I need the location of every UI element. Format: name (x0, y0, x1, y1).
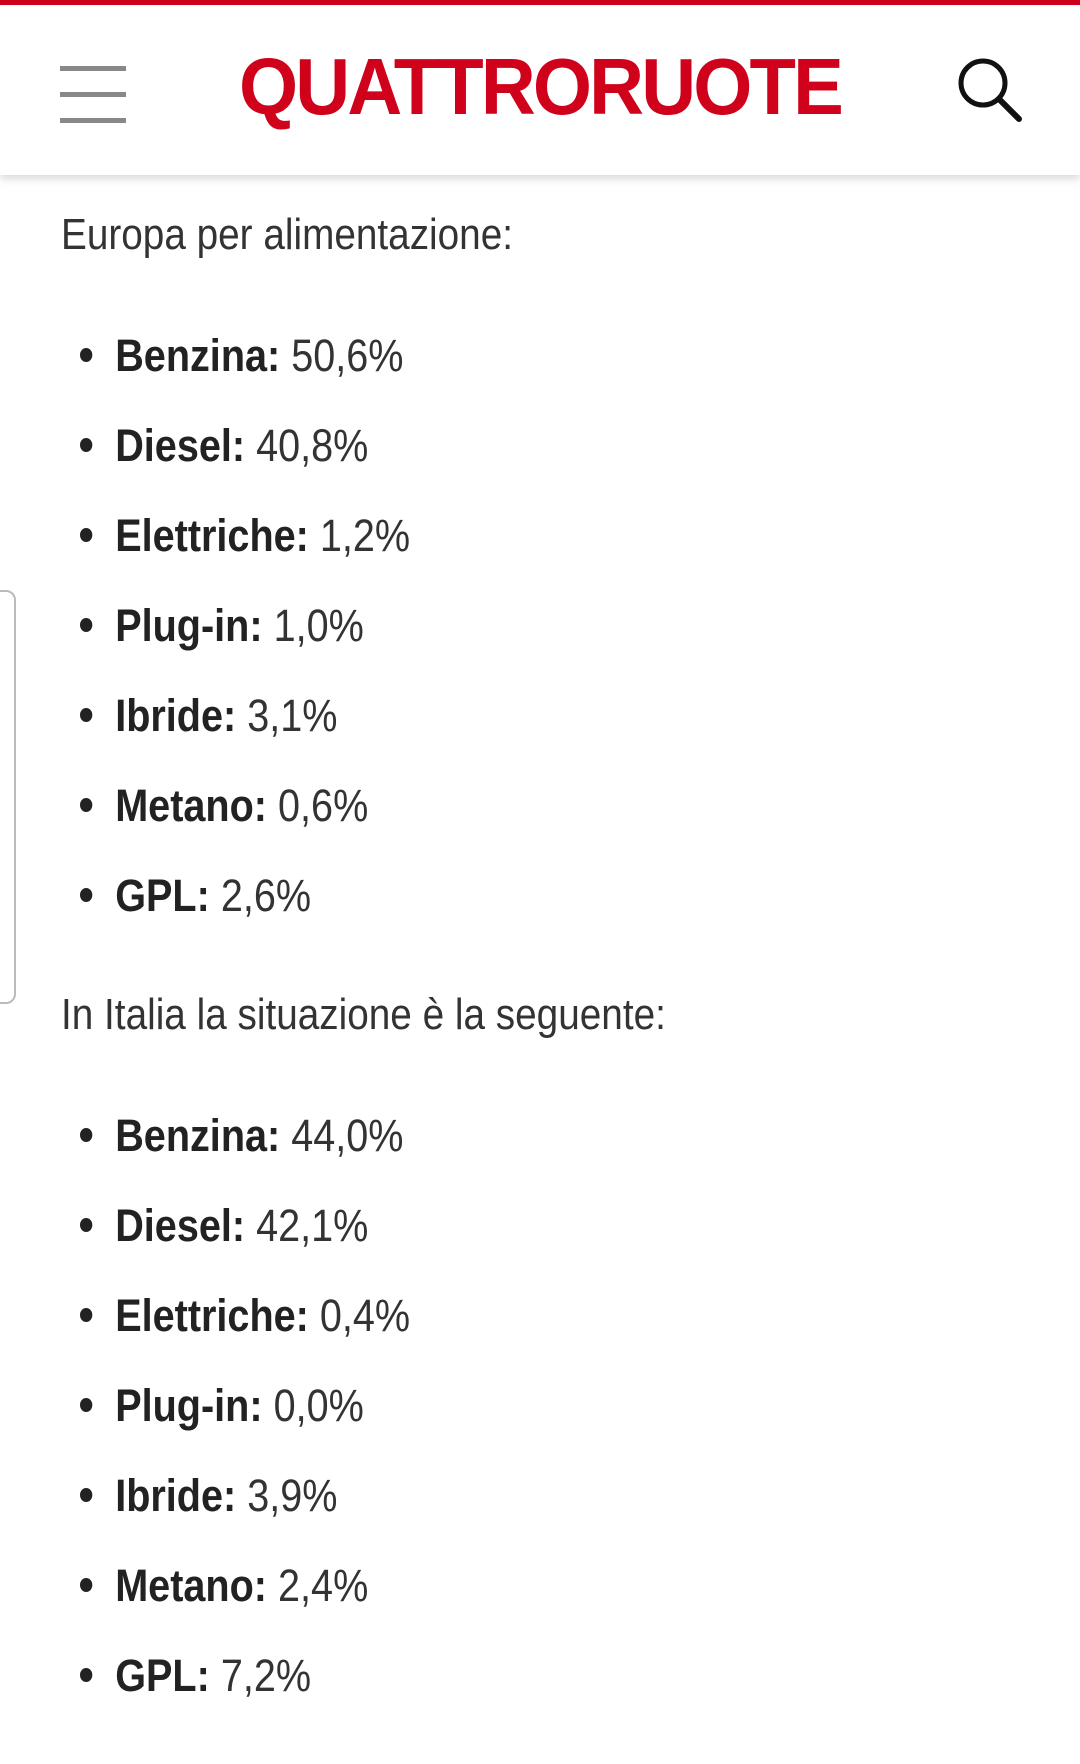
logo[interactable]: QUATTRORUOTE (239, 42, 844, 131)
item-label: Metano: (115, 780, 267, 831)
menu-icon[interactable] (58, 60, 138, 130)
item-label: Plug-in: (115, 1380, 263, 1431)
bullet (80, 618, 93, 633)
search-icon[interactable] (955, 55, 1025, 125)
bullet (80, 798, 93, 813)
list-item: Metano: 0,6% (80, 780, 368, 832)
list-item: Diesel: 42,1% (80, 1200, 368, 1252)
list-item: GPL: 2,6% (80, 870, 311, 922)
paragraph: Europa per alimentazione: (61, 210, 514, 259)
item-value: 44,0% (291, 1110, 404, 1161)
bullet (80, 708, 93, 723)
item-label: Ibride: (115, 690, 237, 741)
list-item: Metano: 2,4% (80, 1560, 368, 1612)
list-item: Plug-in: 0,0% (80, 1380, 364, 1432)
item-label: GPL: (115, 1650, 210, 1701)
header: QUATTRORUOTE (0, 5, 1080, 175)
list-item: Benzina: 44,0% (80, 1110, 404, 1162)
item-value: 42,1% (256, 1200, 369, 1251)
item-label: Metano: (115, 1560, 267, 1611)
paragraph: In Italia la situazione è la seguente: (61, 990, 666, 1039)
bullet (80, 1488, 93, 1503)
bullet (80, 438, 93, 453)
item-value: 7,2% (220, 1650, 312, 1701)
bullet (80, 1218, 93, 1233)
item-label: Benzina: (115, 330, 281, 381)
item-value: 0,6% (278, 780, 369, 831)
bullet (80, 1398, 93, 1413)
item-label: Benzina: (115, 1110, 281, 1161)
list-item: Benzina: 50,6% (80, 330, 404, 382)
list-item: Ibride: 3,1% (80, 690, 337, 742)
item-value: 2,4% (278, 1560, 369, 1611)
item-value: 40,8% (256, 420, 369, 471)
item-value: 1,2% (319, 510, 411, 561)
scroll-handle[interactable] (0, 590, 16, 1004)
top-bar (0, 0, 1080, 5)
item-label: Ibride: (115, 1470, 237, 1521)
item-label: GPL: (115, 870, 210, 921)
list-item: Elettriche: 0,4% (80, 1290, 410, 1342)
bullet (80, 348, 93, 363)
list-item: Elettriche: 1,2% (80, 510, 410, 562)
bullet (80, 888, 93, 903)
item-label: Diesel: (115, 420, 246, 471)
bullet (80, 1578, 93, 1593)
item-value: 50,6% (291, 330, 404, 381)
item-value: 3,1% (247, 690, 338, 741)
item-value: 2,6% (220, 870, 312, 921)
item-value: 0,4% (319, 1290, 411, 1341)
item-value: 0,0% (273, 1380, 364, 1431)
list-item: Ibride: 3,9% (80, 1470, 337, 1522)
item-value: 3,9% (247, 1470, 338, 1521)
list-item: Diesel: 40,8% (80, 420, 368, 472)
bullet (80, 1308, 93, 1323)
bullet (80, 1668, 93, 1683)
list-item: Plug-in: 1,0% (80, 600, 364, 652)
item-label: Elettriche: (115, 1290, 309, 1341)
bullet (80, 528, 93, 543)
item-value: 1,0% (273, 600, 364, 651)
item-label: Diesel: (115, 1200, 246, 1251)
item-label: Plug-in: (115, 600, 263, 651)
list-item: GPL: 7,2% (80, 1650, 311, 1702)
item-label: Elettriche: (115, 510, 309, 561)
bullet (80, 1128, 93, 1143)
